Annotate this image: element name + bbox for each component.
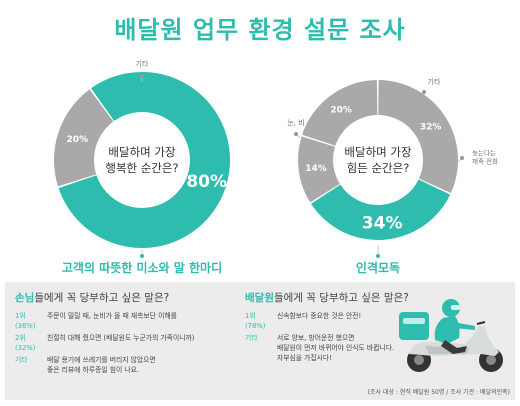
slice-category-label: 늦는다는 bbox=[472, 148, 496, 157]
slice-value-label: 80% bbox=[186, 172, 227, 192]
donut-slice bbox=[302, 80, 378, 146]
slice-value-label: 20% bbox=[67, 135, 89, 145]
customer-advice: 손님들에게 꼭 당부하고 싶은 말은? 1위 (36%) 주문이 밀릴 때, 눈… bbox=[15, 290, 250, 377]
donut-slice bbox=[297, 136, 340, 203]
label-dot bbox=[140, 254, 144, 258]
advice-panel: 손님들에게 꼭 당부하고 싶은 말은? 1위 (36%) 주문이 밀릴 때, 눈… bbox=[5, 282, 515, 400]
label-dot bbox=[460, 156, 464, 160]
label-dot bbox=[376, 254, 380, 258]
list-item: 1위 (36%) 주문이 밀릴 때, 눈비가 올 때 재촉보단 이해를 bbox=[15, 311, 250, 331]
donut-slice bbox=[58, 71, 231, 249]
label-dot bbox=[294, 132, 298, 136]
list-item: 기타 서로 양보, 방어운전 했으면 배달원이 먼저 바뀌어야 인식도 바뀝니다… bbox=[245, 333, 415, 363]
rider-highlight: 배달원 bbox=[245, 292, 274, 304]
donut-slice bbox=[54, 89, 114, 187]
slice-value-label: 32% bbox=[420, 122, 442, 132]
delivery-scooter-illustration bbox=[399, 299, 503, 372]
customer-advice-title: 손님들에게 꼭 당부하고 싶은 말은? bbox=[15, 290, 250, 305]
answer-text: 주문이 밀릴 때, 눈비가 올 때 재촉보단 이해를 bbox=[47, 312, 177, 320]
answer-text: 서로 양보, 방어운전 했으면 배달원이 먼저 바뀌어야 인식도 바뀝니다. 자… bbox=[277, 334, 395, 362]
rider-advice: 배달원들에게 꼭 당부하고 싶은 말은? 1위 (78%) 신속함보다 중요한 … bbox=[245, 290, 415, 365]
list-item: 기타 배달 용기에 쓰레기를 버리지 않았으면 좋은 리뷰에 하루종일 힘이 나… bbox=[15, 355, 250, 375]
answer-rank: 1위 (78%) bbox=[245, 312, 266, 330]
slice-category-label: 기타 bbox=[428, 77, 441, 86]
donut-center-label: 힘든 순간은? bbox=[347, 161, 410, 175]
slice-category-label: 기타 bbox=[136, 59, 149, 68]
donut-center-label: 배달하며 가장 bbox=[344, 145, 412, 159]
donut-slice bbox=[311, 179, 451, 240]
rider-title-rest: 들에게 꼭 당부하고 싶은 말은? bbox=[273, 292, 409, 304]
slice-category-label: 고객의 따뜻한 미소와 말 한마디 bbox=[62, 260, 222, 275]
answer-rank: 2위 (32%) bbox=[15, 334, 36, 352]
donut-slice bbox=[378, 80, 458, 194]
slice-category-label: 인격모독 bbox=[356, 260, 400, 275]
slice-value-label: 14% bbox=[305, 164, 327, 174]
answer-rank: 기타 bbox=[15, 356, 28, 364]
answer-text: 배달 용기에 쓰레기를 버리지 않았으면 좋은 리뷰에 하루종일 힘이 나요. bbox=[47, 356, 156, 374]
slice-value-label: 20% bbox=[330, 106, 352, 116]
label-dot bbox=[140, 74, 144, 78]
donut-center-label: 배달하며 가장 bbox=[108, 145, 176, 159]
slice-value-label: 34% bbox=[362, 213, 403, 233]
answer-rank: 기타 bbox=[245, 334, 258, 342]
list-item: 2위 (32%) 친절히 대해 줬으면 (배달원도 누군가의 가족이니까) bbox=[15, 333, 250, 353]
customer-highlight: 손님 bbox=[15, 292, 35, 304]
footnote: (조사 대상 : 현직 배달원 50명 / 조사 기관 : 배달의민족) bbox=[367, 389, 510, 396]
answer-rank: 1위 (36%) bbox=[15, 312, 36, 330]
page-title: 배달원 업무 환경 설문 조사 bbox=[114, 16, 406, 44]
donut-center-label: 행복한 순간은? bbox=[105, 161, 178, 175]
slice-category-label: 눈, 비 bbox=[287, 118, 304, 127]
list-item: 1위 (78%) 신속함보다 중요한 것은 안전! bbox=[245, 311, 415, 331]
slice-category-label: 재촉 전화 bbox=[472, 157, 498, 166]
answer-text: 친절히 대해 줬으면 (배달원도 누군가의 가족이니까) bbox=[47, 334, 195, 342]
answer-text: 신속함보다 중요한 것은 안전! bbox=[277, 312, 362, 320]
label-dot bbox=[422, 90, 426, 94]
rider-advice-title: 배달원들에게 꼭 당부하고 싶은 말은? bbox=[245, 290, 415, 305]
customer-title-rest: 들에게 꼭 당부하고 싶은 말은? bbox=[34, 292, 170, 304]
